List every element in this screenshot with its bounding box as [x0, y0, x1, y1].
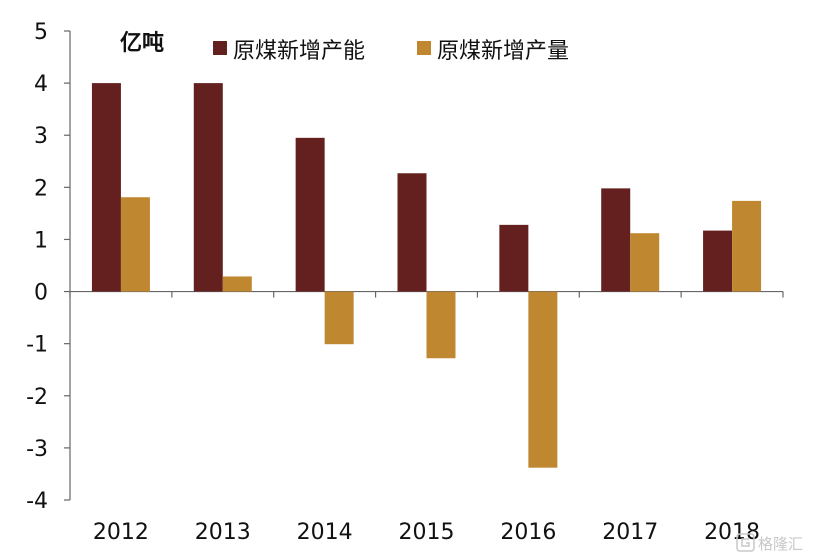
- legend-label-output: 原煤新增产量: [437, 39, 569, 64]
- y-tick-label: 0: [34, 281, 48, 306]
- y-tick-label: -1: [26, 333, 48, 358]
- x-tick-labels: 2012 2013 2014 2015 2016 2017 2018: [93, 520, 760, 545]
- bar-capacity: [703, 230, 733, 292]
- bar-output: [426, 291, 456, 359]
- x-tick-label: 2013: [195, 520, 251, 545]
- y-tick-label: 3: [34, 124, 48, 149]
- bar-output: [630, 233, 660, 292]
- y-tick-label: -3: [26, 437, 48, 462]
- x-tick-label: 2016: [500, 520, 556, 545]
- y-tick-label: 4: [34, 72, 48, 97]
- bar-capacity: [91, 83, 121, 292]
- bar-capacity: [397, 173, 427, 292]
- y-tick-label: -4: [26, 489, 48, 514]
- bar-capacity: [295, 137, 325, 292]
- legend-swatch-capacity: [213, 41, 227, 55]
- watermark: 格隆汇: [736, 533, 803, 553]
- legend-swatch-output: [417, 41, 431, 55]
- x-tick-label: 2017: [602, 520, 658, 545]
- bar-output: [120, 197, 150, 292]
- bar-capacity: [499, 224, 529, 292]
- legend: 原煤新增产能 原煤新增产量: [213, 39, 569, 64]
- bars: [91, 83, 762, 468]
- y-tick-label: -2: [26, 385, 48, 410]
- bar-output: [528, 291, 558, 468]
- y-tick-label: 1: [34, 228, 48, 253]
- y-tick-label: 5: [34, 20, 48, 45]
- gelonghui-logo-icon: [736, 533, 755, 552]
- bar-capacity: [601, 188, 631, 292]
- y-tick-label: 2: [34, 176, 48, 201]
- bar-output: [324, 291, 354, 345]
- axes: [64, 30, 784, 501]
- bar-capacity: [193, 83, 223, 292]
- x-tick-label: 2018: [704, 520, 760, 545]
- legend-label-capacity: 原煤新增产能: [233, 39, 365, 64]
- bar-output: [222, 276, 252, 292]
- watermark-text: 格隆汇: [758, 535, 803, 553]
- unit-label: 亿吨: [120, 31, 164, 56]
- y-tick-labels: 5 4 3 2 1 0 -1 -2 -3 -4: [26, 20, 48, 514]
- bar-output: [732, 200, 762, 292]
- x-tick-label: 2015: [399, 520, 455, 545]
- x-tick-label: 2012: [93, 520, 149, 545]
- x-tick-label: 2014: [297, 520, 353, 545]
